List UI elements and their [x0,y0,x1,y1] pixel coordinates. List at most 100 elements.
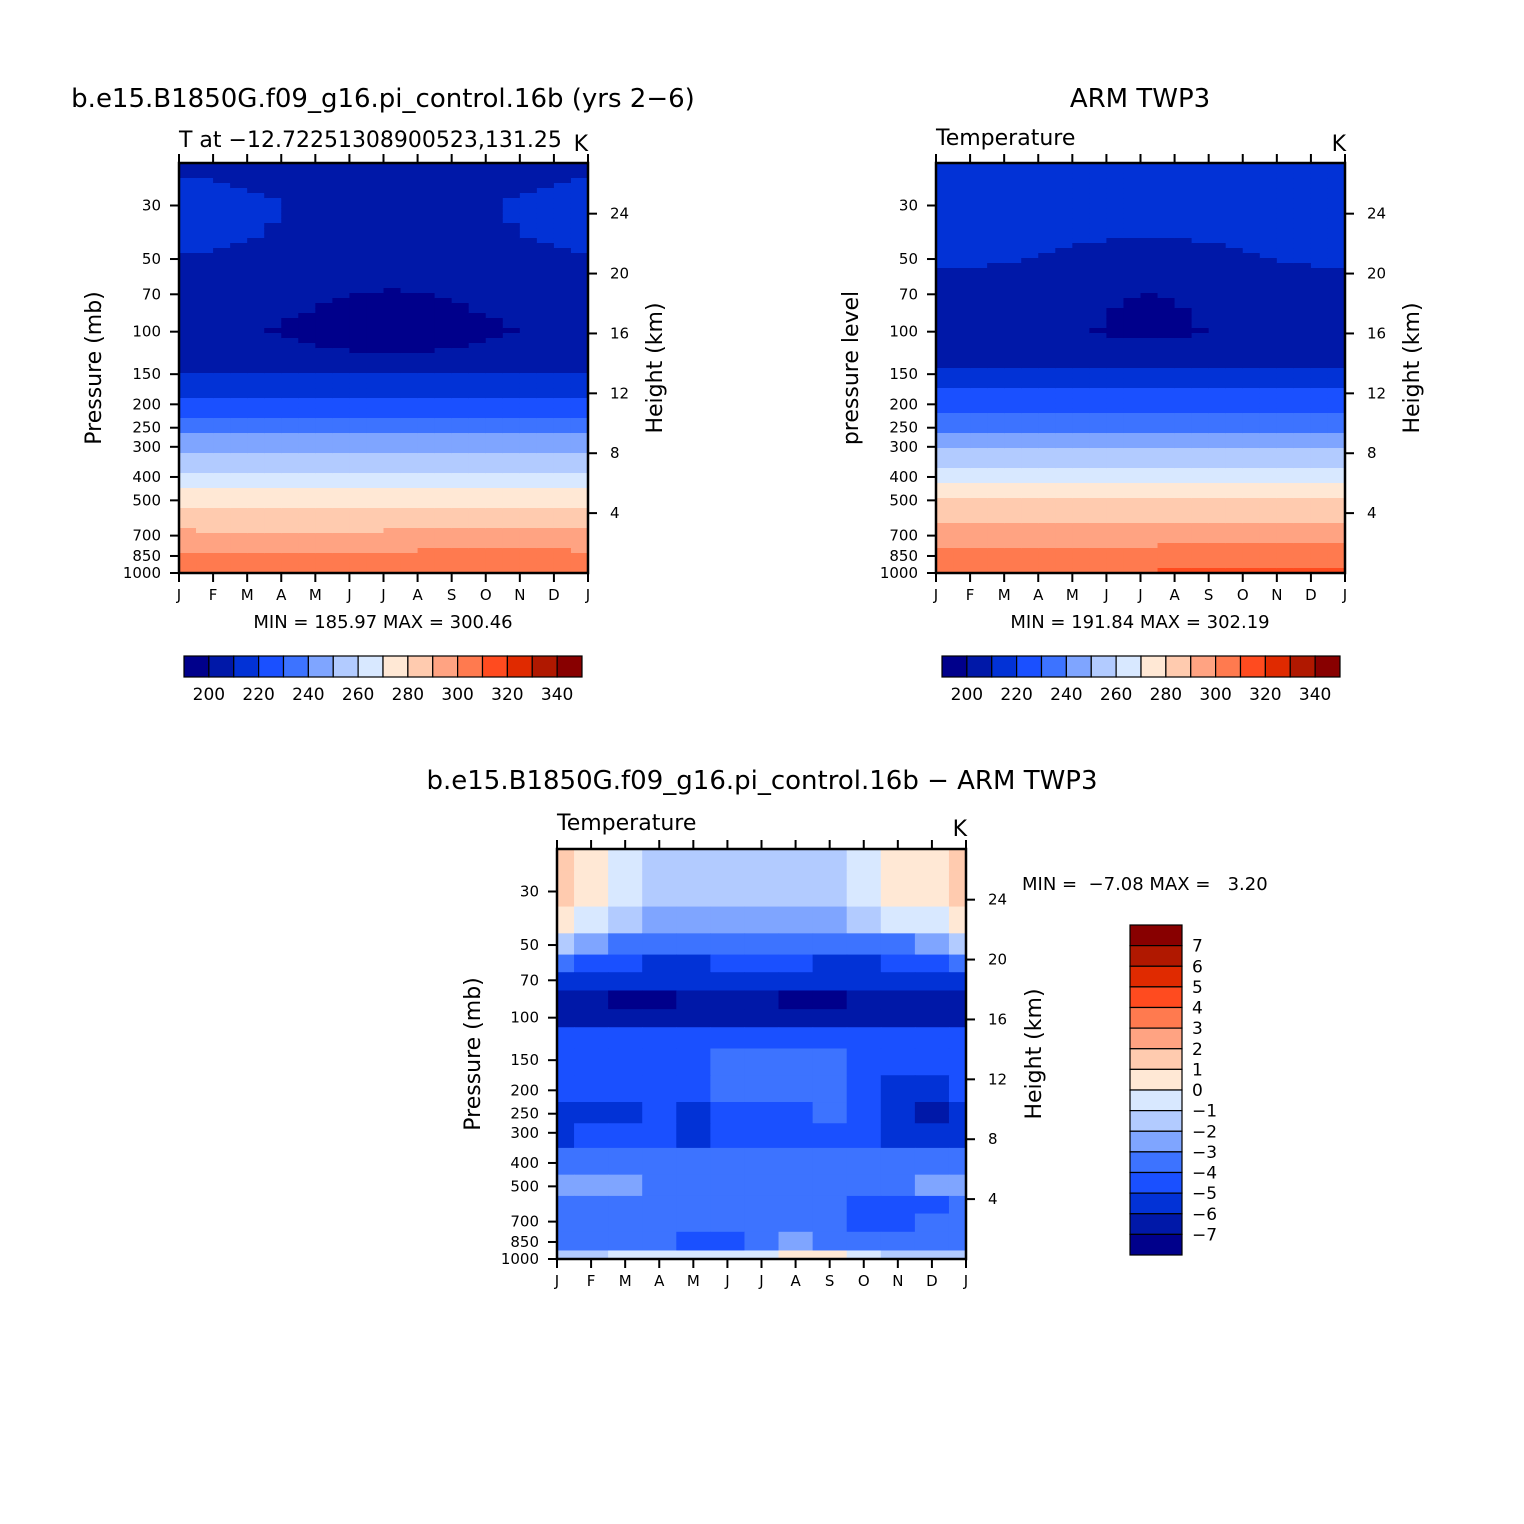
contour-cell [230,553,248,559]
contour-cell [1140,203,1159,209]
contour-cell [1208,358,1227,364]
contour-cell [1055,283,1073,289]
colorbar-box [1264,655,1291,678]
contour-cell [417,178,436,184]
contour-cell [1174,478,1193,484]
contour-cell [1089,263,1108,269]
contour-cell [570,458,588,464]
contour-cell [570,393,588,399]
contour-cell [264,368,282,374]
contour-cell [468,513,487,519]
contour-cell [196,353,214,359]
contour-cell [468,183,487,189]
contour-cell [1293,518,1312,524]
contour-cell [230,238,248,244]
contour-cell [1276,388,1295,394]
contour-cell [383,328,402,334]
contour-cell [970,453,988,459]
y-tick-label: 850 [510,1233,539,1251]
contour-cell [1021,313,1039,319]
contour-cell [608,1123,643,1149]
contour-cell [502,298,521,304]
contour-cell [213,193,231,199]
contour-cell [502,273,521,279]
contour-cell [485,423,504,429]
contour-cell [953,528,971,534]
panel-diff-plot [557,849,966,1259]
contour-cell [230,163,248,169]
contour-cell [1038,283,1056,289]
contour-cell [1072,363,1090,369]
contour-cell [434,493,453,499]
contour-cell [179,228,197,234]
contour-cell [281,468,299,474]
contour-cell [1123,403,1142,409]
contour-cell [1293,548,1312,554]
contour-cell [264,568,282,573]
contour-cell [1225,353,1244,359]
contour-cell [953,558,971,564]
contour-cell [1021,183,1039,189]
contour-cell [1276,568,1295,573]
contour-cell [179,338,197,344]
contour-cell [1089,163,1108,169]
contour-cell [1140,523,1159,529]
contour-cell [315,423,333,429]
contour-cell [1089,543,1108,549]
contour-cell [349,203,368,209]
contour-cell [179,503,197,509]
contour-cell [230,353,248,359]
contour-cell [953,478,971,484]
contour-cell [366,338,385,344]
contour-cell [1140,478,1159,484]
contour-cell [383,558,402,564]
contour-cell [1004,198,1022,204]
contour-cell [196,368,214,374]
contour-cell [1021,438,1039,444]
contour-cell [383,463,402,469]
contour-cell [1310,558,1329,564]
contour-cell [1208,383,1227,389]
contour-cell [281,418,299,424]
contour-cell [264,293,282,299]
contour-cell [570,353,588,359]
contour-cell [1004,468,1022,474]
contour-cell [536,203,555,209]
contour-cell [366,328,385,334]
contour-cell [1242,338,1261,344]
contour-cell [247,183,265,189]
contour-cell [349,323,368,329]
contour-cell [1208,218,1227,224]
contour-cell [349,548,368,554]
contour-cell [1276,453,1295,459]
contour-cell [880,1231,916,1252]
contour-cell [451,223,470,229]
y-tick-label: 700 [132,527,161,545]
contour-cell [315,433,333,439]
contour-cell [1140,438,1159,444]
contour-cell [880,1195,916,1215]
contour-cell [298,503,316,509]
contour-cell [936,393,954,399]
contour-cell [349,278,368,284]
contour-cell [434,248,453,254]
contour-cell [502,303,521,309]
contour-cell [502,478,521,484]
contour-cell [1123,178,1142,184]
contour-cell [846,1048,882,1076]
contour-cell [608,849,643,871]
contour-cell [349,373,368,379]
contour-cell [502,328,521,334]
contour-cell [349,428,368,434]
contour-cell [710,1231,746,1252]
contour-cell [1242,518,1261,524]
contour-cell [502,458,521,464]
contour-cell [953,343,971,349]
contour-cell [1310,523,1329,529]
contour-cell [1089,538,1108,544]
contour-cell [366,493,385,499]
panel-obs-title: ARM TWP3 [1070,84,1210,114]
contour-cell [349,308,368,314]
contour-cell [1293,258,1312,264]
contour-cell [1089,248,1108,254]
